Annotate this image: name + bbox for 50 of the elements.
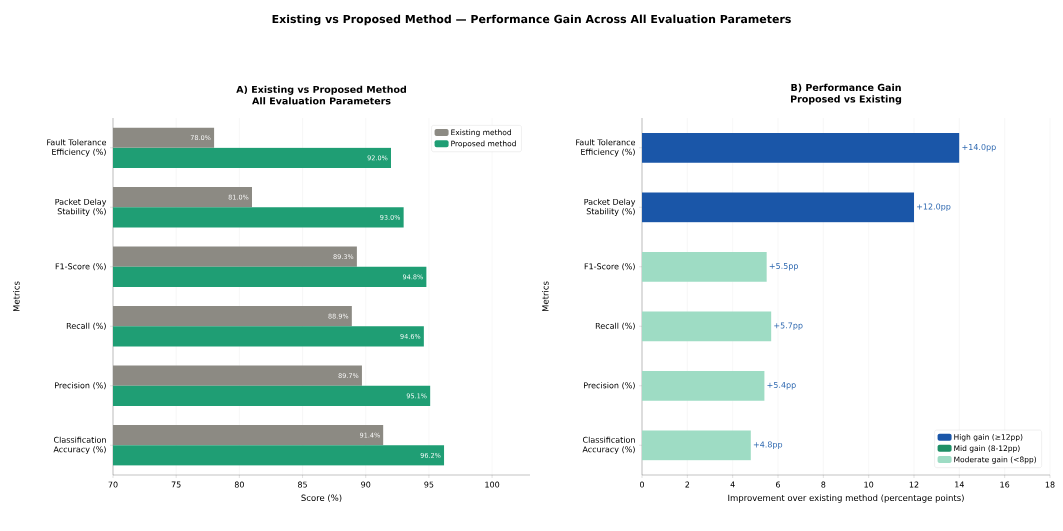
y-tick-label: F1-Score (%) xyxy=(55,263,106,271)
y-tick-label: Precision (%) xyxy=(55,382,106,390)
bar xyxy=(642,132,960,163)
data-label: +14.0pp xyxy=(962,143,996,152)
x-tick-label: 4 xyxy=(730,481,735,488)
y-tick-label: F1-Score (%) xyxy=(584,263,635,271)
x-tick-label: 100 xyxy=(485,481,500,488)
data-label: +5.5pp xyxy=(769,263,799,271)
bar xyxy=(642,192,915,223)
x-tick-label: 0 xyxy=(639,481,645,488)
y-tick-label: Packet Delay Stability (%) xyxy=(55,198,107,216)
chart-subtitle: All Evaluation Parameters xyxy=(252,97,391,105)
x-tick-label: 80 xyxy=(234,481,244,488)
x-tick-label: 6 xyxy=(776,481,781,488)
data-label: +5.7pp xyxy=(774,322,803,330)
x-tick-label: 75 xyxy=(171,481,181,488)
x-axis-title: Score (%) xyxy=(301,494,342,503)
x-tick-label: 70 xyxy=(108,481,118,488)
y-tick-label: Fault Tolerance Efficiency (%) xyxy=(576,139,636,157)
bar xyxy=(642,370,765,401)
bar xyxy=(642,251,767,282)
y-axis-title: Metrics xyxy=(13,281,20,312)
x-tick-label: 16 xyxy=(1000,481,1010,488)
x-tick-label: 85 xyxy=(298,481,307,488)
data-label: +4.8pp xyxy=(753,441,783,450)
x-tick-label: 14 xyxy=(955,481,964,488)
x-tick-label: 2 xyxy=(685,481,690,488)
y-tick-label: Recall (%) xyxy=(595,322,635,330)
y-tick-label: Classification Accuracy (%) xyxy=(582,436,635,454)
data-label: +5.4pp xyxy=(767,382,796,390)
y-tick-label: Precision (%) xyxy=(584,382,635,390)
chart-title: B) Performance Gain xyxy=(791,83,901,93)
y-tick-label: Fault Tolerance Efficiency (%) xyxy=(47,139,107,157)
data-label: +12.0pp xyxy=(917,203,951,212)
x-axis-title: Improvement over existing method (percentage points) xyxy=(728,494,964,503)
y-axis-title: Metrics xyxy=(542,281,549,312)
x-tick-label: 18 xyxy=(1045,481,1055,488)
y-tick-label: Packet Delay Stability (%) xyxy=(584,198,636,216)
x-tick-label: 8 xyxy=(821,481,826,488)
bar xyxy=(642,311,772,342)
bar xyxy=(642,430,751,461)
chart-subtitle: Proposed vs Existing xyxy=(791,95,902,105)
x-tick-label: 10 xyxy=(864,481,874,488)
x-tick-label: 12 xyxy=(909,481,919,488)
y-tick-label: Classification Accuracy (%) xyxy=(53,436,106,454)
chart-title: A) Existing vs Proposed Method xyxy=(236,85,406,95)
x-tick-label: 90 xyxy=(361,481,371,488)
x-tick-label: 95 xyxy=(424,481,434,488)
y-tick-label: Recall (%) xyxy=(66,322,106,330)
text: Existing vs Proposed Method — Performance Gain Across All Evaluation Parameters xyxy=(272,14,791,26)
